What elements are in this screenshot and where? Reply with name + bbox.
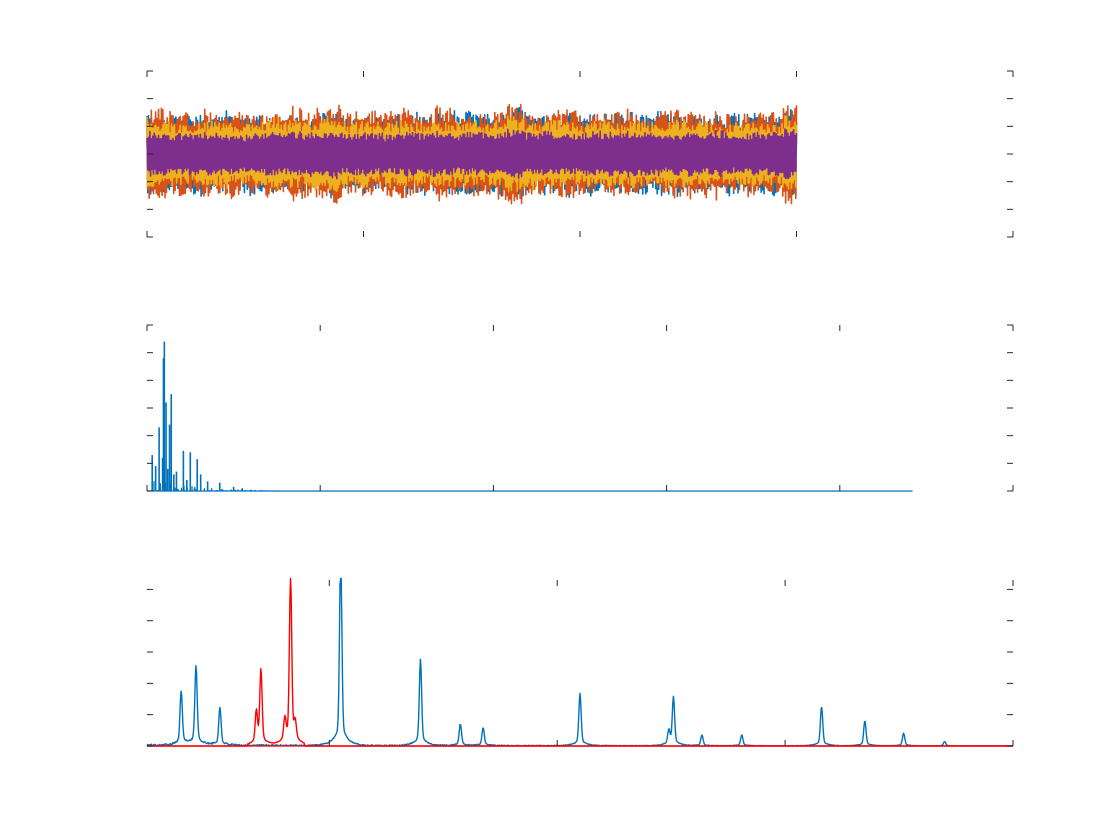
harmonics-series-0	[146, 577, 1014, 747]
waveform-series-3	[146, 128, 798, 180]
spectrum-ticks	[146, 324, 1014, 492]
waveform-axes	[146, 70, 1014, 238]
harmonics-series-group	[146, 577, 1014, 747]
waveform-series-group	[146, 103, 798, 205]
spectrum-series-group	[147, 341, 913, 492]
spectrum-noise	[153, 481, 302, 491]
waveform-series-2	[146, 115, 798, 193]
waveform-ticks	[146, 70, 1014, 238]
spectrum-axes	[146, 324, 1014, 492]
waveform-series-1	[146, 103, 798, 205]
harmonics-ticks	[147, 580, 1014, 747]
harmonics-axes	[146, 577, 1014, 747]
